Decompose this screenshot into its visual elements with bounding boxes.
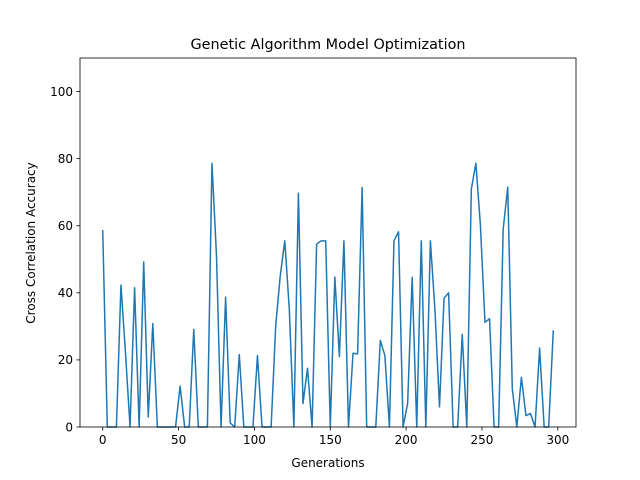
y-tick-label: 100 — [50, 85, 73, 99]
x-tick-label: 0 — [99, 433, 107, 447]
y-tick-label: 0 — [65, 420, 73, 434]
axes-frame — [79, 57, 577, 428]
x-tick-label: 150 — [319, 433, 342, 447]
y-tick-label: 80 — [58, 152, 73, 166]
y-tick-label: 20 — [58, 353, 73, 367]
x-axis-label: Generations — [291, 456, 364, 470]
x-tick-label: 250 — [471, 433, 494, 447]
x-tick-label: 50 — [171, 433, 186, 447]
y-tick-label: 60 — [58, 219, 73, 233]
y-axis-label: Cross Correlation Accuracy — [24, 162, 38, 323]
y-tick-label: 40 — [58, 286, 73, 300]
x-tick-label: 200 — [395, 433, 418, 447]
chart-title: Genetic Algorithm Model Optimization — [191, 37, 466, 53]
plot-area: 0 50 100 150 200 250 300 0 20 40 60 80 100 — [50, 57, 577, 447]
x-tick-label: 300 — [546, 433, 569, 447]
x-tick-label: 100 — [243, 433, 266, 447]
series-line-0 — [101, 162, 555, 428]
